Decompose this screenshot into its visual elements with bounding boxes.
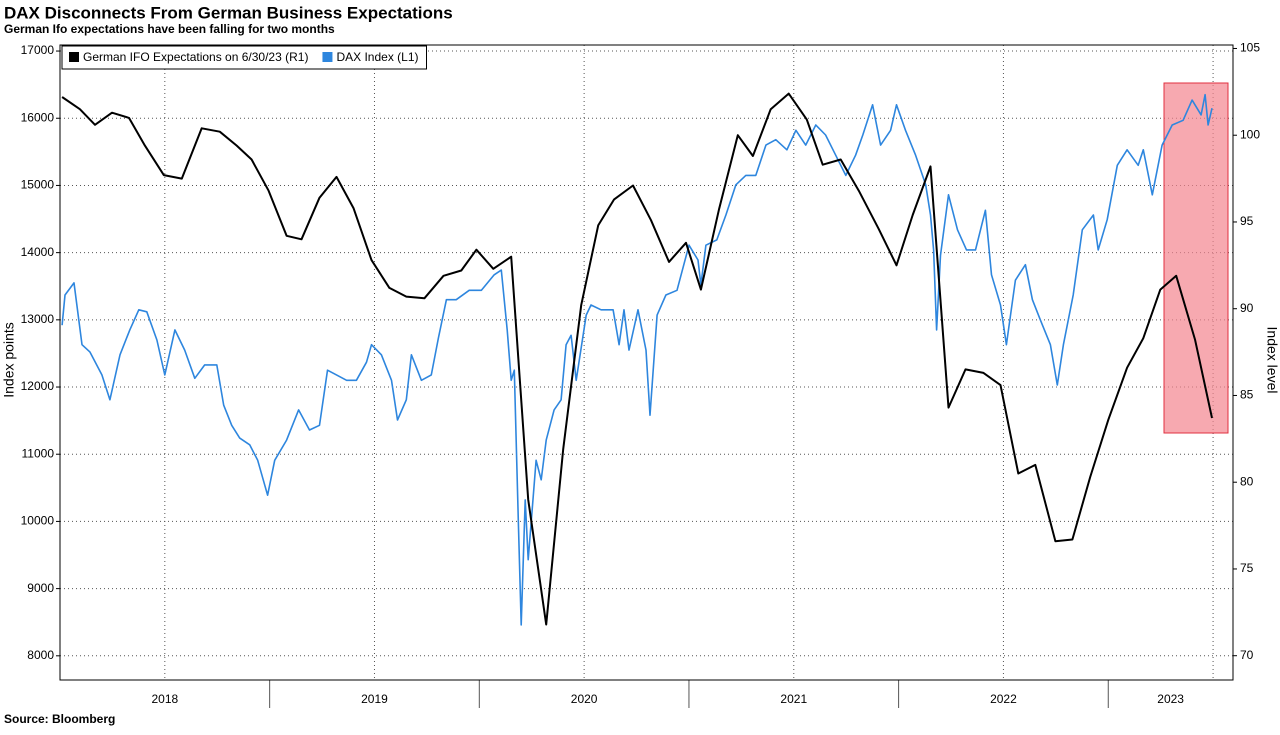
y2-axis-label: Index level [1264,327,1280,394]
y2-tick-label: 100 [1240,127,1260,141]
y-tick-label: 13000 [21,312,55,326]
series-line [61,93,1213,626]
y2-tick-label: 105 [1240,41,1260,55]
x-tick-label: 2018 [151,692,178,706]
y2-tick-label: 70 [1240,648,1254,662]
chart-title: DAX Disconnects From German Business Exp… [4,3,453,22]
legend-swatch [322,52,333,62]
y2-tick-label: 90 [1240,301,1254,315]
legend: German IFO Expectations on 6/30/23 (R1) D… [61,45,427,70]
y-tick-label: 9000 [27,581,54,595]
y-tick-label: 10000 [21,514,55,528]
x-tick-label: 2023 [1157,692,1184,706]
x-tick-label: 2019 [361,692,388,706]
highlight-box [1163,82,1229,434]
y-tick-label: 15000 [21,178,55,192]
y2-tick-label: 85 [1240,388,1254,402]
legend-label: German IFO Expectations on 6/30/23 (R1) [83,50,308,64]
y-tick-label: 16000 [21,110,55,124]
y2-tick-label: 80 [1240,474,1254,488]
y2-tick-label: 95 [1240,214,1254,228]
y2-tick-label: 75 [1240,561,1254,575]
legend-swatch [69,52,79,62]
legend-label: DAX Index (L1) [336,50,418,64]
chart-subtitle: German Ifo expectations have been fallin… [4,22,335,36]
y-tick-label: 11000 [22,446,55,460]
legend-box [61,45,427,70]
y-tick-label: 14000 [21,245,55,259]
y-tick-label: 17000 [21,43,55,57]
y-tick-label: 8000 [27,648,54,662]
y-axis-label: Index points [1,322,17,398]
series-line [61,92,1213,626]
x-tick-label: 2022 [990,692,1017,706]
source: Source: Bloomberg [4,712,115,726]
y-tick-label: 12000 [21,379,55,393]
x-tick-label: 2021 [780,692,807,706]
plot-frame [59,44,1234,681]
x-tick-label: 2020 [571,692,598,706]
